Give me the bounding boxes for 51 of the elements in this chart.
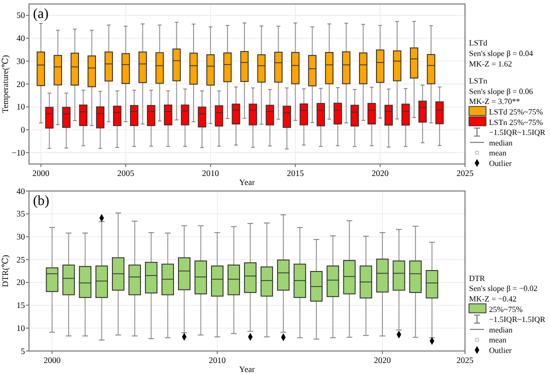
y-tick-label: 0 bbox=[20, 124, 25, 135]
text: MK-Z = 3.70** bbox=[469, 97, 520, 106]
text: −1.5IQR~1.5IQR bbox=[489, 315, 546, 324]
y-tick-label: 30 bbox=[16, 232, 25, 242]
legend-label: LSTd 25%~75% bbox=[489, 108, 544, 116]
x-tick-label: 2020 bbox=[372, 168, 389, 178]
y-tick-label: 15 bbox=[16, 300, 25, 310]
text: DTR bbox=[469, 274, 486, 283]
text: Outlier bbox=[489, 159, 512, 168]
x-tick-label: 2000 bbox=[32, 168, 50, 178]
text: −1.5IQR~1.5IQR bbox=[489, 128, 546, 138]
y-tick-label: 20 bbox=[16, 277, 25, 288]
chart-title: (b) bbox=[33, 194, 50, 209]
text: Sen's slope β = 0.06 bbox=[469, 86, 534, 96]
x-axis-title: Year bbox=[239, 177, 255, 187]
chart-title: (a) bbox=[33, 7, 49, 22]
y-axis-title: DTR(℃) bbox=[0, 254, 10, 288]
x-axis-title: Year bbox=[239, 364, 255, 374]
text: Outlier bbox=[489, 346, 512, 355]
legend-label: 25%~75% bbox=[489, 304, 523, 314]
y-tick-label: −10 bbox=[12, 147, 25, 158]
text: Sen's slope β = −0.02 bbox=[469, 284, 538, 294]
x-tick-label: 2000 bbox=[44, 355, 61, 365]
y-tick-label: 5 bbox=[20, 346, 25, 356]
text: LSTn bbox=[469, 76, 488, 86]
legend-label: LSTn 25%~75% bbox=[489, 118, 544, 127]
x-tick-label: 2025 bbox=[456, 355, 474, 365]
x-tick-label: 2025 bbox=[456, 168, 474, 178]
text: mean bbox=[489, 148, 506, 158]
y-tick-label: 50 bbox=[16, 10, 25, 20]
y-axis-title: Temperature(℃) bbox=[0, 54, 10, 113]
text: mean bbox=[489, 336, 506, 345]
y-tick-label: 40 bbox=[16, 186, 25, 196]
x-tick-label: 2010 bbox=[202, 168, 220, 178]
text: median bbox=[489, 325, 513, 334]
y-tick-label: 35 bbox=[16, 208, 25, 219]
y-tick-label: 10 bbox=[16, 322, 25, 333]
text: MK-Z = 1.62 bbox=[469, 59, 512, 68]
x-tick-label: 2020 bbox=[374, 355, 391, 365]
y-tick-label: 40 bbox=[16, 33, 25, 44]
y-tick-label: 10 bbox=[16, 102, 25, 112]
y-tick-label: 30 bbox=[16, 56, 25, 66]
x-tick-label: 2005 bbox=[117, 168, 134, 178]
y-tick-label: 20 bbox=[16, 78, 25, 89]
y-tick-label: 25 bbox=[16, 254, 25, 264]
text: LSTd bbox=[469, 38, 488, 48]
text: Sen's slope β = 0.04 bbox=[469, 49, 534, 58]
text: median bbox=[489, 138, 513, 148]
x-tick-label: 2015 bbox=[286, 168, 304, 178]
text: MK-Z = −0.42 bbox=[469, 294, 516, 304]
x-tick-label: 2010 bbox=[208, 355, 226, 365]
